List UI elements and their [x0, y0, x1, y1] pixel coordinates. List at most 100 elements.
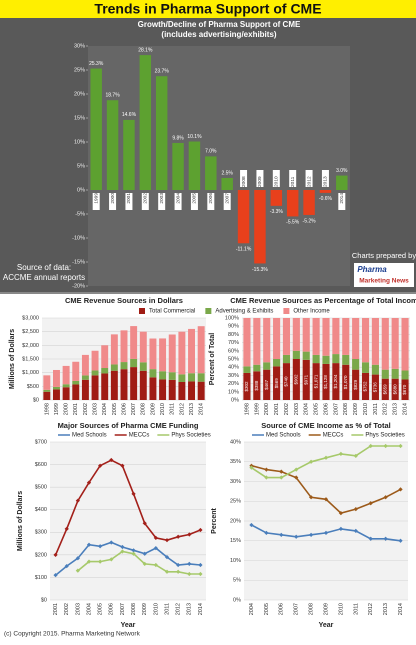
y-tick-label: 90%	[228, 324, 239, 330]
marker	[198, 527, 203, 533]
y-tick-label: $200	[35, 552, 47, 558]
bar	[106, 100, 119, 190]
x-tick-label: 2013	[393, 403, 399, 415]
x-tick-label: 2003	[294, 403, 300, 415]
data-label: $302	[244, 381, 249, 392]
bar-segment	[197, 326, 205, 374]
x-tick-label: 2002	[83, 403, 89, 415]
y-tick-label: 20%	[74, 91, 85, 97]
x-tick-label: 2002	[284, 403, 290, 415]
legend-label: Med Schools	[72, 433, 107, 439]
logo-text: Marketing News	[359, 278, 409, 285]
marker	[198, 562, 203, 568]
marker	[164, 554, 170, 560]
y-axis-label: Percent of Total	[209, 333, 216, 385]
bar-segment	[43, 389, 51, 392]
x-tick-label: 2009	[323, 603, 329, 615]
y-tick-label: 0%	[77, 187, 85, 193]
marker	[353, 507, 358, 512]
bar-segment	[371, 318, 379, 365]
x-tick-label: 2007	[131, 403, 137, 415]
bar-segment	[243, 318, 251, 367]
x-tick-label: 1999	[254, 403, 260, 415]
bar-segment	[273, 359, 281, 367]
x-tick-label: 1998	[244, 403, 250, 415]
x-tick-label: 2013	[383, 603, 389, 615]
data-label: -0.6%	[319, 196, 333, 202]
x-tick-label: 2010	[338, 603, 344, 615]
x-tick-label: 2010	[363, 403, 369, 415]
legend-label: Phys Societies	[365, 433, 404, 439]
bar-segment	[302, 351, 310, 360]
bar-segment	[91, 350, 99, 371]
bar	[188, 141, 201, 190]
y-tick-label: 40%	[228, 365, 239, 371]
y-axis-label: Percent	[211, 507, 218, 533]
logo-box	[354, 263, 414, 287]
x-tick-label: 2001	[126, 193, 132, 204]
chart-title: CME Revenue Sources in Dollars	[65, 296, 183, 305]
data-label: -3.3%	[270, 209, 284, 215]
bar-segment	[139, 362, 147, 371]
bar-segment	[130, 358, 138, 368]
bar-segment	[159, 338, 167, 372]
bar-segment	[62, 384, 70, 388]
data-label: $388	[254, 380, 259, 391]
bar-segment	[361, 362, 370, 373]
x-tick-label: 2004	[304, 403, 310, 415]
data-label: $902	[294, 374, 299, 385]
legend-label: Total Commercial	[149, 309, 195, 315]
x-tick-label: 2004	[102, 403, 108, 415]
marker	[187, 571, 192, 577]
marker	[142, 551, 147, 556]
marker	[153, 545, 158, 551]
x-tick-label: 2011	[170, 403, 176, 415]
bar-segment	[72, 380, 80, 385]
x-tick-label: 2000	[110, 193, 116, 204]
bar-segment	[391, 368, 399, 379]
bar-segment	[312, 363, 320, 400]
x-tick-label: 2004	[175, 193, 181, 204]
year-box	[272, 170, 280, 187]
data-label: $740	[284, 376, 289, 387]
bar-segment	[282, 318, 291, 355]
legend-label: Med Schools	[266, 433, 301, 439]
x-tick-label: 2012	[176, 603, 182, 615]
x-tick-label: 2006	[208, 193, 214, 204]
data-label: $670	[402, 384, 407, 395]
bar-segment	[263, 369, 271, 400]
marker	[398, 487, 403, 492]
x-tick-label: 2011	[290, 176, 296, 187]
bar-segment	[322, 355, 330, 364]
y-tick-label: 35%	[230, 459, 241, 465]
bar-segment	[81, 375, 89, 380]
marker	[294, 467, 299, 472]
x-tick-label: 2013	[187, 603, 193, 615]
bar	[90, 68, 102, 190]
logo-text: Pharma	[357, 265, 387, 274]
y-tick-label: 30%	[74, 43, 85, 49]
marker	[187, 561, 192, 567]
bar-segment	[168, 334, 176, 373]
bar-segment	[273, 318, 281, 359]
data-label: -5.2%	[303, 218, 317, 224]
y-tick-label: 100%	[225, 315, 239, 321]
marker	[176, 562, 181, 568]
x-tick-label: 1999	[54, 403, 60, 415]
bar	[303, 190, 315, 215]
data-label: 10.1%	[187, 134, 202, 140]
copyright: (c) Copyright 2015. Pharma Marketing Net…	[4, 631, 141, 638]
x-tick-label: 2006	[323, 403, 329, 415]
bar-segment	[101, 373, 109, 400]
bar-segment	[120, 369, 128, 400]
bar	[139, 55, 152, 191]
data-label: 23.7%	[155, 69, 170, 75]
bar	[336, 175, 348, 190]
bar-segment	[282, 363, 291, 400]
bar-segment	[263, 318, 271, 363]
x-tick-label: 2012	[383, 403, 389, 415]
y-tick-label: $2,500	[22, 329, 39, 335]
bar-segment	[43, 391, 51, 400]
chart-title: Source of CME Income as % of Total	[261, 421, 390, 430]
x-axis-label: Year	[319, 622, 334, 629]
